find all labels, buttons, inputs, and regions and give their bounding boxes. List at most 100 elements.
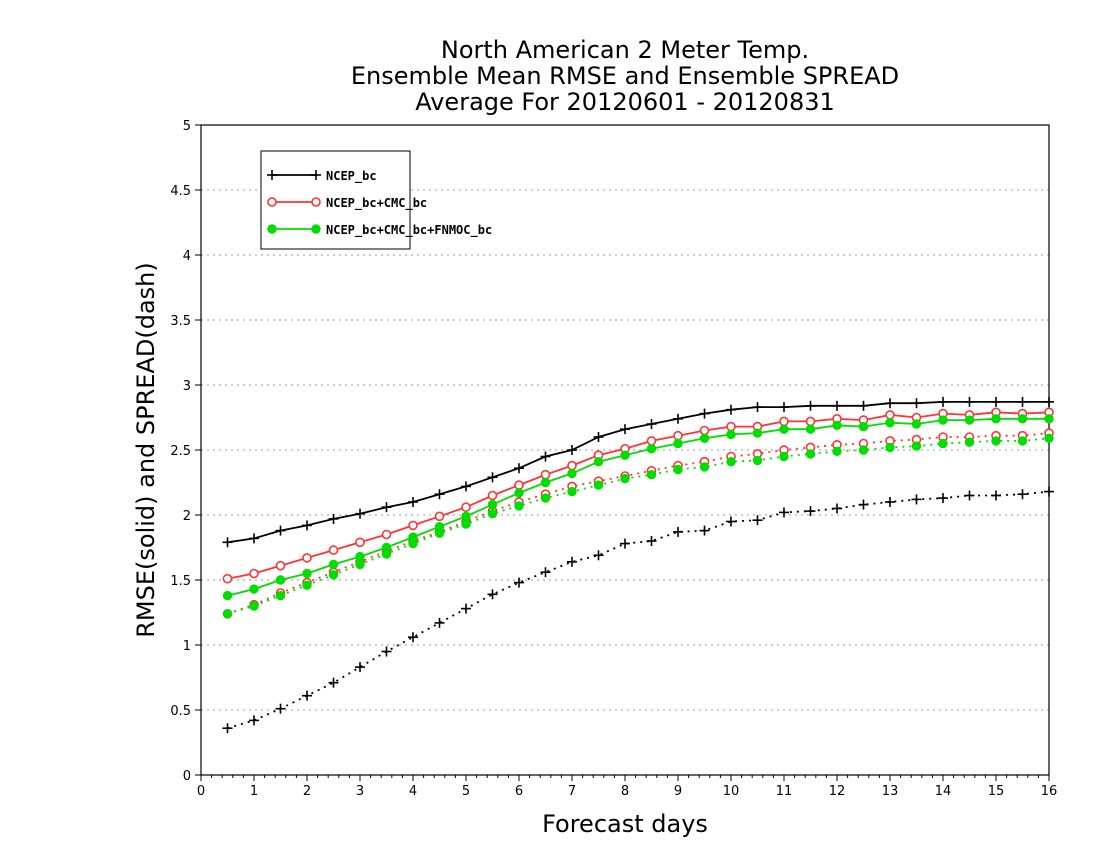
series-2-spread-point <box>302 580 312 590</box>
series-0-spread-point <box>805 506 816 517</box>
series-1-rmse-point <box>381 529 392 540</box>
axes: 00.511.522.533.544.550 1 2 3 4 5 6 7 8 9 10 11 12 13 1… <box>170 119 1057 799</box>
series-2-spread-line <box>227 437 1050 615</box>
series-2-spread-point <box>461 519 471 529</box>
series-0-rmse-point <box>938 396 948 407</box>
series-0-spread-point <box>540 567 551 578</box>
legend-label-0: NCEP_bc <box>326 169 377 184</box>
series-2-rmse-point <box>832 420 842 430</box>
series-2-spread-point <box>249 601 259 611</box>
series-0-rmse-point <box>222 537 233 548</box>
y-axis-label: RMSE(solid) and SPREAD(dash) <box>132 262 160 638</box>
series-2-spread-point <box>858 445 869 455</box>
series-2-rmse-point <box>858 421 869 432</box>
series-0-spread-line <box>227 490 1050 730</box>
legend-label-1: NCEP_bc+CMC_bc <box>326 196 427 211</box>
series-0-spread-point <box>487 589 498 600</box>
series-2-spread-point <box>938 438 948 449</box>
series-0-spread-point <box>567 556 577 567</box>
legend-marker-right-0 <box>311 170 321 180</box>
series-2-rmse-point <box>275 575 286 585</box>
x-tick-label: 14 <box>935 784 952 799</box>
series-2-spread-point <box>1044 433 1054 443</box>
series-0-rmse-point <box>593 432 604 442</box>
series-1-rmse-point <box>779 416 789 427</box>
series-2-spread-point <box>487 509 498 519</box>
series-2-rmse-point <box>726 429 736 440</box>
series-2-rmse-point <box>355 551 365 562</box>
y-tick-label: 1 <box>183 639 191 654</box>
series-1-rmse-point <box>673 430 683 441</box>
x-tick-label: 9 <box>674 784 682 799</box>
series-2-rmse-point <box>1044 414 1054 424</box>
series-0-rmse-point <box>1044 396 1054 407</box>
series-0-spread-point <box>328 677 339 688</box>
series-2-rmse-point <box>487 499 498 510</box>
series-2-spread-point <box>222 609 233 619</box>
series-0-spread-point <box>1044 486 1054 497</box>
series-layer <box>222 396 1054 734</box>
title-line-1: North American 2 Meter Temp. <box>441 36 809 64</box>
series-2-rmse-point <box>779 424 789 434</box>
series-0-rmse-point <box>779 402 789 413</box>
series-0-spread-point <box>461 603 471 614</box>
series-0-rmse-point <box>885 398 895 409</box>
series-0-spread-point <box>752 515 763 526</box>
series-2-rmse-point <box>461 511 471 521</box>
series-2-spread-point <box>911 441 922 451</box>
y-tick-label: 1.5 <box>170 574 191 589</box>
legend-marker-left-2 <box>267 224 277 234</box>
series-1-rmse-point <box>434 511 445 522</box>
x-tick-label: 0 <box>197 784 205 799</box>
series-1-rmse-point <box>885 410 895 420</box>
series-0-rmse-point <box>673 413 683 424</box>
series-2-spread-point <box>1017 436 1028 446</box>
series-0-rmse-point <box>381 502 392 513</box>
series-1-rmse-point <box>302 553 312 563</box>
series-0-rmse-point <box>434 489 445 500</box>
title-line-2: Ensemble Mean RMSE and Ensemble SPREAD <box>351 62 899 90</box>
series-2-spread-point <box>328 570 339 580</box>
y-tick-label: 3.5 <box>170 314 191 329</box>
series-0-spread-point <box>620 538 630 549</box>
series-2-rmse-point <box>567 468 577 479</box>
series-0-rmse-point <box>832 400 842 411</box>
series-1-rmse-point <box>275 560 286 571</box>
series-1-rmse-point <box>726 421 736 432</box>
series-1-rmse-point <box>408 520 418 531</box>
series-2-rmse-point <box>911 419 922 429</box>
series-2-spread-point <box>514 501 524 511</box>
legend-marker-right-1 <box>311 197 321 207</box>
series-2-spread-point <box>567 486 577 497</box>
series-2-rmse-point <box>752 428 763 438</box>
series-0-rmse-point <box>487 472 498 483</box>
series-0-rmse-point <box>355 508 365 519</box>
series-0-rmse-point <box>964 396 975 407</box>
series-1-rmse-point <box>461 502 471 513</box>
series-2-spread-point <box>752 455 763 466</box>
series-0-spread-point <box>249 715 259 726</box>
series-0-rmse-point <box>858 400 869 411</box>
legend: NCEP_bc NCEP_bc+CMC_bc NCEP_bc+CMC_bc+FNMO… <box>260 150 492 250</box>
series-0-spread-point <box>938 493 948 504</box>
series-2-spread-point <box>355 559 365 570</box>
series-2-spread-point <box>593 480 604 490</box>
series-2-spread-point <box>726 457 736 467</box>
series-2-rmse-point <box>699 433 710 443</box>
y-tick-label: 3 <box>183 379 191 394</box>
series-2-rmse-point <box>885 418 895 428</box>
y-tick-label: 2.5 <box>170 444 191 459</box>
y-tick-label: 0 <box>183 769 191 784</box>
series-0-rmse-point <box>752 402 763 413</box>
series-1-rmse-point <box>355 537 365 548</box>
series-2-spread-point <box>805 449 816 459</box>
series-0-rmse-point <box>646 419 657 429</box>
series-2-spread-point <box>275 590 286 601</box>
x-tick-label: 2 <box>303 784 311 799</box>
x-tick-label: 8 <box>621 784 629 799</box>
legend-label-2: NCEP_bc+CMC_bc+FNMOC_bc <box>326 223 492 238</box>
x-tick-label: 15 <box>988 784 1005 799</box>
series-0-rmse-point <box>805 400 816 411</box>
series-0-rmse-point <box>1017 396 1028 407</box>
